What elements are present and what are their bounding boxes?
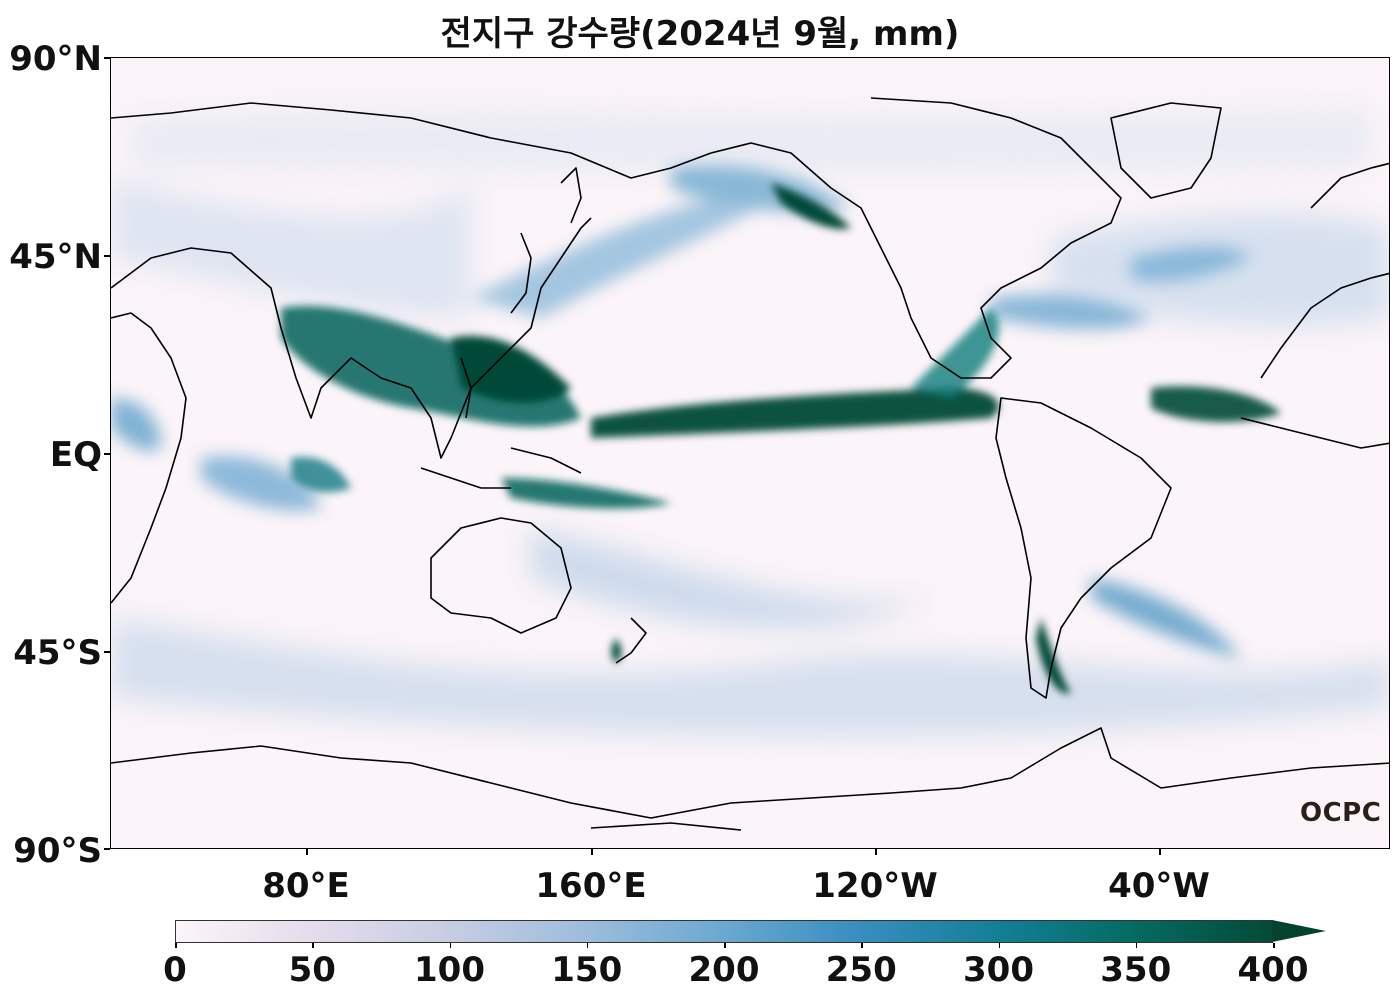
lat-tick — [104, 848, 110, 850]
lat-tick — [104, 255, 110, 257]
colorbar-tick — [861, 943, 863, 948]
coastlines — [111, 97, 1389, 831]
lon-tick — [875, 849, 877, 855]
colorbar-tick — [449, 943, 451, 948]
colorbar-tick — [1135, 943, 1138, 948]
lat-label-45n: 45°N — [9, 237, 102, 277]
colorbar-tick — [724, 943, 726, 948]
lat-label-45s: 45°S — [13, 633, 102, 673]
lat-label-90s: 90°S — [13, 831, 102, 871]
heavy-precipitation — [281, 183, 1281, 694]
lon-label-120w: 120°W — [812, 866, 938, 906]
map-canvas — [111, 58, 1389, 848]
lon-tick — [306, 849, 308, 855]
colorbar-tick — [175, 943, 177, 948]
lon-label-160e: 160°E — [535, 866, 647, 906]
lon-tick — [591, 849, 593, 855]
colorbar-tick — [586, 943, 589, 948]
colorbar-label-350: 350 — [1100, 950, 1172, 990]
precipitation-map — [110, 57, 1390, 849]
ocpc-watermark: OCPC — [1300, 798, 1382, 828]
colorbar-label-100: 100 — [414, 950, 485, 990]
colorbar-extend-arrow — [1272, 920, 1326, 942]
light-precipitation — [111, 108, 1389, 737]
lat-tick — [104, 651, 110, 653]
colorbar-label-250: 250 — [825, 950, 897, 990]
lat-tick — [104, 453, 110, 455]
colorbar-label-150: 150 — [551, 950, 623, 990]
colorbar-label-50: 50 — [288, 950, 336, 990]
lat-label-90n: 90°N — [9, 39, 102, 79]
colorbar — [175, 920, 1273, 943]
lon-label-80e: 80°E — [262, 866, 350, 906]
map-title: 전지구 강수량(2024년 9월, mm) — [440, 14, 960, 54]
colorbar-label-200: 200 — [688, 950, 760, 990]
colorbar-label-0: 0 — [163, 950, 187, 990]
lat-tick — [104, 57, 110, 59]
colorbar-tick — [312, 943, 314, 948]
lon-label-40w: 40°W — [1108, 866, 1210, 906]
colorbar-label-400: 400 — [1237, 950, 1309, 990]
lon-tick — [1159, 849, 1161, 855]
lat-label-eq: EQ — [49, 435, 102, 475]
colorbar-tick — [1273, 943, 1275, 948]
colorbar-tick — [998, 943, 1000, 948]
colorbar-label-300: 300 — [963, 950, 1034, 990]
